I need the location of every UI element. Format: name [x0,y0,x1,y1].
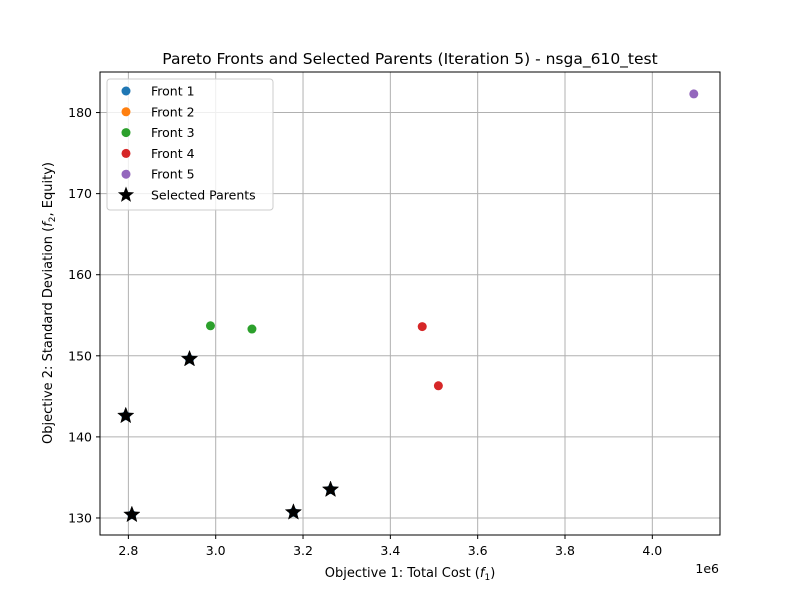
x-tick-label: 2.8 [118,543,138,558]
front-3-point [205,321,215,331]
selected-parents-point [180,349,199,367]
y-tick-label: 130 [68,510,92,525]
legend-marker-front-1 [121,86,131,96]
front-4-point [433,381,443,391]
legend: Front 1 Front 2 Front 3 Front 4 Front 5 Selec… [106,78,274,211]
x-tick-label: 3.6 [468,543,488,558]
y-tick-label: 180 [68,105,92,120]
legend-marker-front-2 [121,107,131,117]
x-tick-label: 3.8 [555,543,575,558]
legend-frame [106,78,274,211]
front-3-point [247,324,257,334]
y-tick-label: 150 [68,348,92,363]
grid [100,72,720,535]
y-tick-label: 140 [68,429,92,444]
legend-label-selected-parents: Selected Parents [151,188,256,203]
front-5-point [689,89,699,99]
x-tick-label: 3.2 [293,543,313,558]
legend-marker-selected-parents [117,186,135,202]
legend-label-front-2: Front 2 [151,104,195,119]
chart-title: Pareto Fronts and Selected Parents (Iter… [162,50,657,69]
legend-label-front-3: Front 3 [151,125,195,140]
y-tick-label: 160 [68,267,92,282]
legend-label-front-1: Front 1 [151,84,195,99]
legend-marker-front-5 [121,169,131,179]
front-4-point [417,322,427,332]
axis-ticks: 2.8 3.0 3.2 3.4 3.6 3.8 4.0 130 140 150 160 170 180 [68,105,662,558]
x-tick-label: 3.4 [380,543,400,558]
selected-parents-point [284,503,303,520]
legend-label-front-4: Front 4 [151,146,195,161]
selected-parents-point [123,505,141,523]
plot-points [117,89,699,523]
selected-parents-point [321,480,340,498]
plot-frame [99,71,721,536]
x-tick-label: 4.0 [642,543,662,558]
legend-label-front-5: Front 5 [151,167,195,182]
legend-marker-front-3 [121,128,131,138]
selected-parents-point [117,406,135,424]
x-tick-label: 3.0 [206,543,226,558]
y-axis-label: Objective 2: Standard Deviation (f2, Equ… [41,162,58,444]
legend-marker-front-4 [121,148,131,158]
y-tick-label: 170 [68,186,92,201]
x-axis-offset-label: 1e6 [695,561,719,576]
x-axis-label: Objective 1: Total Cost (f1) [325,566,496,583]
